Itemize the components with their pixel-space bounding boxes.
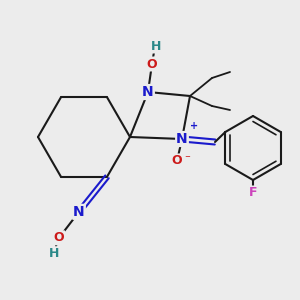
Text: F: F	[249, 187, 257, 200]
Text: O: O	[147, 58, 157, 70]
Text: H: H	[49, 247, 59, 260]
Text: ⁻: ⁻	[184, 154, 190, 164]
Text: O: O	[54, 231, 64, 244]
Text: N: N	[142, 85, 154, 99]
Text: O: O	[172, 154, 182, 167]
Text: N: N	[176, 132, 188, 146]
Text: H: H	[151, 40, 161, 52]
Text: N: N	[73, 205, 85, 219]
Text: +: +	[190, 121, 198, 131]
